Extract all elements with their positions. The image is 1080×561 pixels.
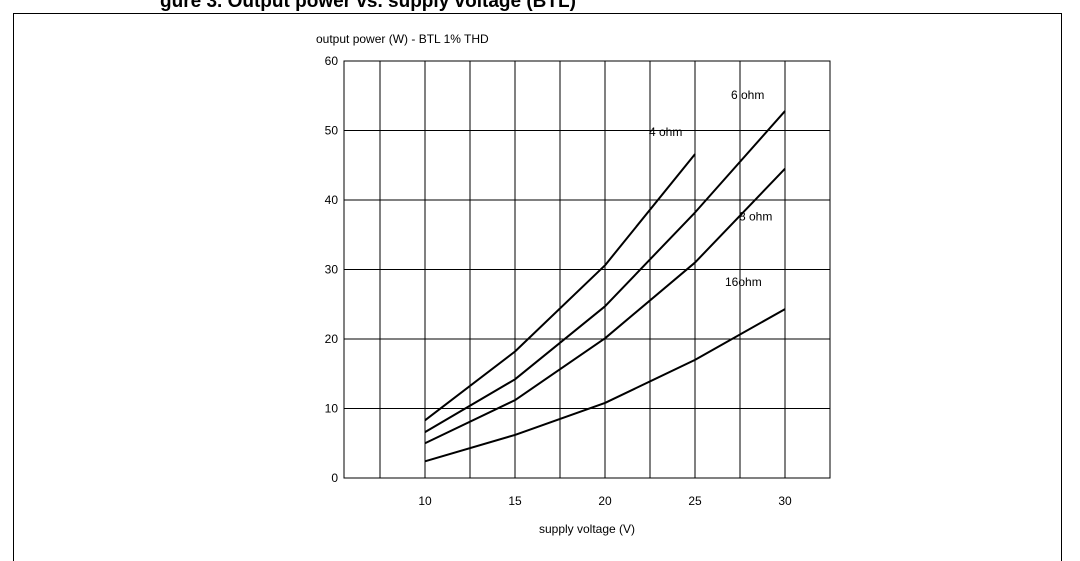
chart: 0 10 20 30 40 50 60 10 15 20 25 30 4 ohm 6 ohm 8 ohm… (316, 32, 831, 536)
x-tick-label: 25 (688, 494, 702, 508)
y-tick-label: 50 (325, 124, 339, 138)
series-line (424, 153, 696, 422)
series-line (424, 308, 786, 463)
y-tick-label: 60 (325, 54, 339, 68)
y-tick-label: 40 (325, 193, 339, 207)
y-tick-label: 10 (325, 402, 339, 416)
y-tick-label: 20 (325, 332, 339, 346)
series-line (424, 168, 786, 445)
grid (344, 61, 830, 478)
figure-frame (13, 13, 1062, 561)
x-tick-labels: 10 15 20 25 30 (418, 494, 792, 508)
series-labels: 4 ohm 6 ohm 8 ohm 16ohm (649, 88, 772, 289)
series-lines (424, 110, 786, 463)
series-line (424, 110, 786, 433)
figure-title: gure 3. Output power vs. supply voltage … (160, 0, 576, 12)
plot-frame (343, 60, 831, 479)
series-label: 8 ohm (739, 210, 772, 224)
y-tick-label: 0 (331, 471, 338, 485)
x-tick-label: 20 (598, 494, 612, 508)
x-tick-label: 30 (778, 494, 792, 508)
plot-border (343, 60, 831, 479)
series-label: 16ohm (725, 275, 762, 289)
y-tick-labels: 0 10 20 30 40 50 60 (325, 54, 339, 485)
series-label: 4 ohm (649, 125, 682, 139)
figure-title-strip: gure 3. Output power vs. supply voltage … (0, 0, 1080, 14)
y-tick-label: 30 (325, 263, 339, 277)
series-label: 6 ohm (731, 88, 764, 102)
x-tick-label: 10 (418, 494, 432, 508)
x-tick-label: 15 (508, 494, 522, 508)
chart-title: output power (W) - BTL 1% THD (316, 32, 489, 46)
x-axis-label: supply voltage (V) (539, 522, 635, 536)
